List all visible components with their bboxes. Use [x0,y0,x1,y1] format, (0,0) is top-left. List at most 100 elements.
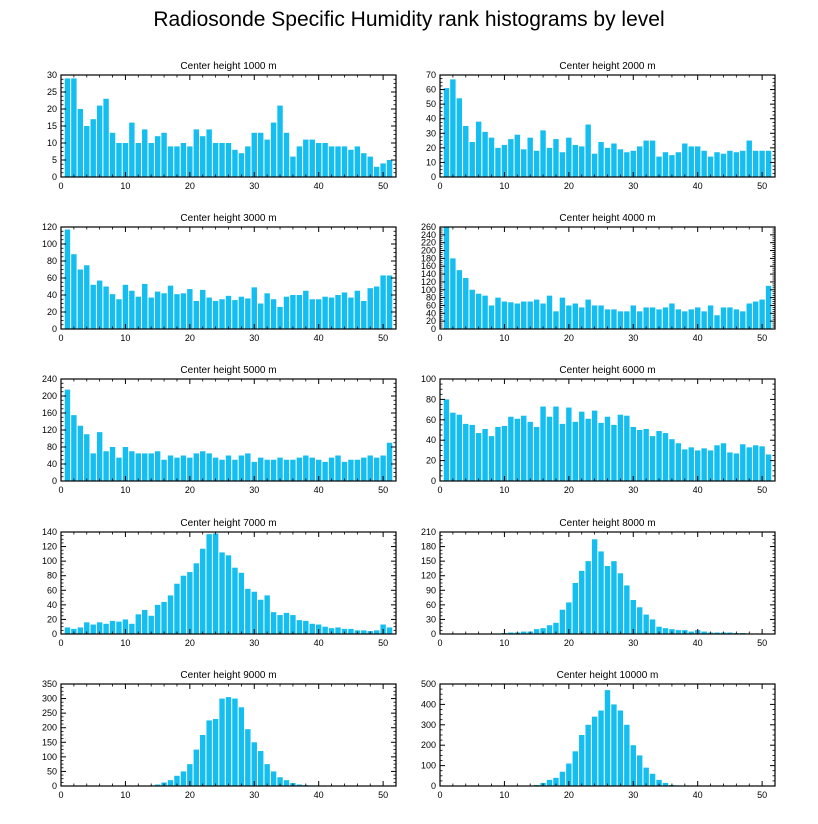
histogram-bar [245,453,251,482]
x-tick-label: 10 [120,485,130,495]
histogram-bar [617,149,624,177]
histogram-bar [322,626,328,634]
y-tick-label: 90 [426,585,436,595]
histogram-bar [475,121,482,177]
histogram-bar [688,146,694,177]
y-tick-label: 60 [47,273,57,283]
histogram-bar [270,771,277,786]
y-tick-label: 10 [426,157,436,167]
x-tick-label: 0 [58,333,63,343]
histogram-bar [624,415,630,481]
histogram-bar [611,704,617,786]
histogram-bar [148,453,154,482]
panel-title: Center height 4000 m [559,213,655,224]
histogram-bar [546,779,553,786]
y-tick-label: 40 [426,114,436,124]
x-tick-label: 10 [120,333,130,343]
histogram-bar [148,297,154,329]
histogram-bar [187,289,193,329]
histogram-bar [733,309,740,329]
y-tick-label: 120 [42,425,57,435]
histogram-bar [309,139,315,177]
histogram-bar [727,307,733,329]
histogram-bar [348,149,354,177]
histogram-bar [559,423,566,481]
histogram-bar [643,767,649,786]
histogram-bar [611,143,617,177]
histogram-bar [514,418,521,481]
histogram-bar [245,588,251,634]
histogram-bar [572,583,578,634]
histogram-bar [71,78,77,177]
histogram-bar [579,735,585,786]
histogram-bar [617,573,624,634]
histogram-bar [219,143,225,177]
histogram-bar [258,457,264,482]
histogram-bar [212,300,219,329]
histogram-bar [669,439,675,481]
histogram-bar [335,627,341,634]
histogram-bar [624,152,630,177]
histogram-bar [367,156,373,177]
histogram-bar [264,595,270,634]
x-tick-label: 50 [378,333,388,343]
histogram-bar [765,150,772,177]
histogram-bar [109,620,116,634]
histogram-bar [77,425,84,481]
histogram-bar [167,780,174,786]
histogram-bar [624,724,630,786]
histogram-bar [154,291,161,329]
x-tick-label: 50 [378,790,388,800]
histogram-bar [591,305,598,329]
histogram-bar [277,306,283,329]
histogram-bar [527,421,533,481]
y-tick-label: 300 [421,720,436,730]
histogram-bar [714,445,720,481]
histogram-bar [219,552,225,634]
histogram-bar [508,139,514,177]
y-tick-label: 400 [421,699,436,709]
histogram-bar [585,724,591,786]
histogram-bar [180,575,187,634]
histogram-bar [682,143,688,177]
histogram-bar [553,777,559,786]
y-tick-label: 200 [421,740,436,750]
histogram-bar [746,140,752,177]
x-tick-label: 30 [628,790,638,800]
histogram-bar [193,300,199,329]
histogram-bar [373,630,380,634]
histogram-bar [303,290,309,329]
histogram-bar [238,296,245,329]
histogram-bar [733,152,740,177]
histogram-bar [714,315,720,329]
y-tick-label: 20 [426,316,436,326]
histogram-bar [328,628,335,634]
histogram-bar [649,619,656,634]
x-tick-label: 10 [120,638,130,648]
histogram-bar [752,150,759,177]
histogram-bar [129,122,135,177]
histogram-bar [572,144,578,177]
histogram-bar [707,156,714,177]
histogram-bar [264,293,270,329]
histogram-bar [720,443,727,481]
histogram-bar [277,105,283,177]
histogram-bar [296,146,303,177]
histogram-bar [193,453,199,482]
x-tick-label: 0 [437,638,442,648]
histogram-bar [135,296,142,329]
histogram-bar [501,144,508,177]
y-tick-label: 100 [42,556,57,566]
histogram-bar [617,311,624,329]
y-tick-label: 80 [47,256,57,266]
x-tick-label: 10 [499,790,509,800]
histogram-panel: Center height 1000 m 0 5 10 15 20 25 30 0 10 20 30 4… [47,61,397,191]
histogram-bar [212,143,219,177]
histogram-bar [456,98,463,177]
x-tick-label: 10 [499,181,509,191]
histogram-bar [727,452,733,481]
histogram-bar [283,459,290,481]
histogram-bar [604,147,611,177]
x-tick-label: 50 [378,181,388,191]
histogram-bar [258,303,264,329]
